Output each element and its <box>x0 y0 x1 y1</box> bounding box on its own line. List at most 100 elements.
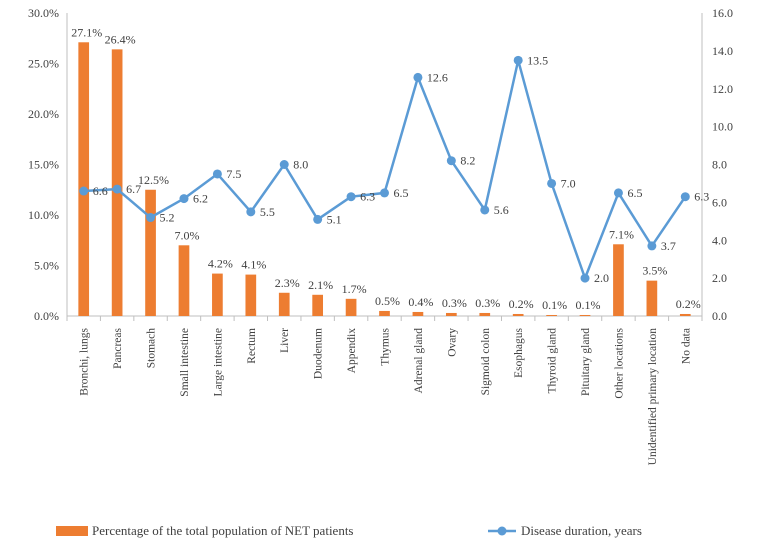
bar-data-label: 26.4% <box>105 32 136 46</box>
category-label: Thyroid gland <box>547 328 559 394</box>
line-data-label: 6.5 <box>627 186 642 200</box>
bar <box>278 292 290 316</box>
y-right-tick-label: 0.0 <box>712 309 727 323</box>
line-data-label: 5.1 <box>327 212 342 226</box>
bar-data-label: 1.7% <box>342 282 367 296</box>
line-point <box>179 194 189 204</box>
bar <box>579 314 591 316</box>
bar <box>312 294 324 316</box>
y-right-tick-label: 14.0 <box>712 44 733 58</box>
category-label: Liver <box>279 328 291 353</box>
bar <box>345 298 357 316</box>
bar <box>546 314 557 316</box>
bar-data-label: 4.2% <box>208 257 233 271</box>
y-left-tick-label: 15.0% <box>28 158 59 172</box>
bar-data-label: 0.1% <box>576 298 601 312</box>
bar-data-label: 2.1% <box>308 278 333 292</box>
bar <box>379 310 390 316</box>
line-data-label: 5.5 <box>260 205 275 219</box>
line-data-label: 6.3 <box>360 190 375 204</box>
bar <box>445 312 457 316</box>
bar-data-label: 0.1% <box>542 298 567 312</box>
bar-data-label: 2.3% <box>275 276 300 290</box>
y-left-tick-label: 0.0% <box>34 309 59 323</box>
line-point <box>647 241 657 251</box>
y-right-tick-label: 8.0 <box>712 158 727 172</box>
category-label: Sigmoid colon <box>480 328 492 396</box>
bar <box>145 189 156 316</box>
line-point <box>480 205 490 215</box>
line-point <box>547 178 557 188</box>
line-point <box>513 55 523 65</box>
y-right-tick-label: 6.0 <box>712 195 727 209</box>
bar-data-label: 0.4% <box>408 295 433 309</box>
legend: Percentage of the total population of NE… <box>56 523 642 538</box>
line-point <box>79 186 89 196</box>
line-point <box>346 192 356 202</box>
line-data-label: 7.5 <box>226 167 241 181</box>
category-label: Thymus <box>380 327 392 365</box>
bar-data-label: 12.5% <box>138 173 169 187</box>
y-right-tick-label: 10.0 <box>712 120 733 134</box>
line-point <box>580 273 590 283</box>
y-right-tick-label: 12.0 <box>712 82 733 96</box>
category-label: Large intestine <box>212 328 224 396</box>
bar <box>212 273 223 316</box>
line-data-label: 13.5 <box>527 53 548 67</box>
bar <box>646 280 658 316</box>
line-point <box>146 213 156 223</box>
bar-data-label: 27.1% <box>71 25 102 39</box>
bar <box>613 244 624 316</box>
line-data-label: 3.7 <box>661 239 676 253</box>
line-data-label: 5.6 <box>494 203 509 217</box>
category-label: Rectum <box>246 328 258 364</box>
legend-bar-label: Percentage of the total population of NE… <box>92 523 354 538</box>
line-data-label: 8.2 <box>460 154 475 168</box>
y-right-tick-label: 16.0 <box>712 6 733 20</box>
line-data-label: 6.3 <box>694 190 709 204</box>
bar <box>245 274 257 316</box>
bar-data-label: 0.2% <box>509 297 534 311</box>
legend-line-marker <box>497 526 507 536</box>
y-left-tick-label: 30.0% <box>28 6 59 20</box>
bar-data-label: 0.2% <box>676 297 701 311</box>
y-right-tick-label: 2.0 <box>712 271 727 285</box>
line-point <box>246 207 256 217</box>
bar <box>111 49 123 317</box>
bar-data-label: 0.3% <box>475 296 500 310</box>
bar <box>679 313 691 316</box>
line-data-label: 7.0 <box>561 176 576 190</box>
line-point <box>446 156 456 166</box>
bar-data-label: 4.1% <box>241 258 266 272</box>
category-label: Adrenal gland <box>413 328 425 394</box>
category-label: Stomach <box>146 328 158 368</box>
y-right-tick-label: 4.0 <box>712 233 727 247</box>
bar <box>512 313 524 316</box>
bar-data-label: 0.5% <box>375 294 400 308</box>
category-label: Pituitary gland <box>580 328 592 396</box>
category-label: Ovary <box>446 328 458 357</box>
bar <box>78 42 90 316</box>
plot-area: 0.0% 5.0% 10.0% 15.0% 20.0% 25.0% 30.0% 0.0 2.0 4… <box>28 6 733 465</box>
category-label: Appendix <box>346 328 358 374</box>
category-label: Pancreas <box>112 327 124 368</box>
bar <box>412 311 424 316</box>
bar-data-label: 3.5% <box>642 264 667 278</box>
line-point <box>313 214 323 224</box>
category-label: Esophagus <box>513 327 525 377</box>
line-data-label: 5.2 <box>160 211 175 225</box>
line-data-label: 6.7 <box>126 182 141 196</box>
bar <box>479 312 491 316</box>
category-label: Other locations <box>613 327 625 398</box>
bar-data-label: 0.3% <box>442 296 467 310</box>
line-data-label: 6.6 <box>93 184 108 198</box>
line-data-label: 2.0 <box>594 271 609 285</box>
bar-data-label: 7.1% <box>609 227 634 241</box>
line-point <box>380 188 389 198</box>
line-series <box>83 59 687 280</box>
y-left-tick-label: 20.0% <box>28 107 59 121</box>
line-data-label: 12.6 <box>427 70 448 84</box>
bar <box>178 245 190 316</box>
line-data-label: 6.5 <box>394 186 409 200</box>
line-point <box>212 169 222 179</box>
